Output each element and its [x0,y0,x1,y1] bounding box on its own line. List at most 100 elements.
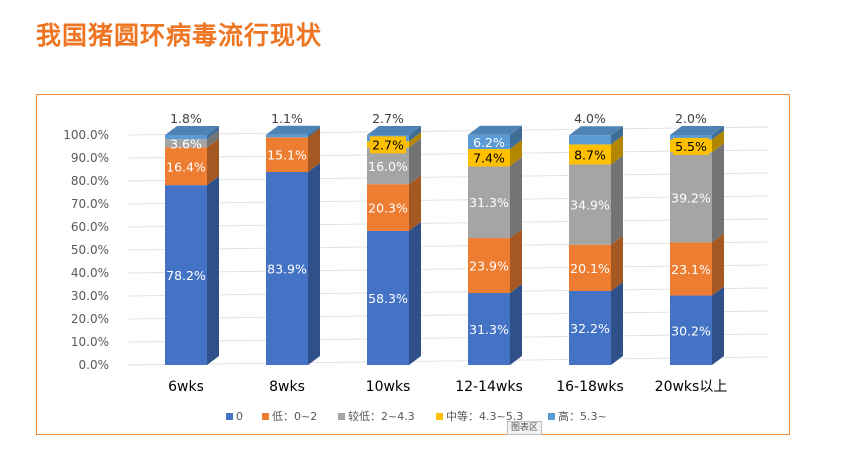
gridline [127,172,769,182]
gridline [127,333,769,343]
bar-side [510,229,522,294]
bar-side [510,284,522,365]
bar-top [670,126,724,135]
gridline [127,356,769,366]
bar-side [409,132,421,148]
data-label: 2.0% [675,111,707,126]
legend-label: 低：0~2 [272,410,317,423]
bar-side [611,126,623,145]
bar-side [510,140,522,167]
gridline [127,195,769,205]
chart-frame[interactable] [36,94,790,435]
gridline [127,241,769,251]
bar-segment [569,135,611,145]
bar-side [712,130,724,153]
bar-segment [670,135,712,140]
bar-segment [165,135,207,140]
bar-top [367,126,421,135]
data-label: 1.8% [170,111,202,126]
bar-segment [569,164,611,245]
bar-side [308,125,320,138]
bar-segment [569,290,611,365]
data-label-bg [572,146,608,164]
data-label-bg [673,137,709,155]
legend-label: 较低：2~4.3 [348,409,415,423]
bar-side [712,143,724,243]
bar-segment [468,166,510,239]
bar-side [712,286,724,365]
bar-side [510,157,522,239]
y-tick-label: 30.0% [71,289,109,303]
gridline [127,264,769,274]
gridline [127,218,769,228]
bar-side [308,128,320,173]
bar-side [712,233,724,296]
gridline [127,287,769,297]
bar-side [308,163,320,365]
bar-side [409,138,421,185]
data-label: 20.3% [368,201,408,216]
chart-area-label: 图表区 [507,421,543,435]
data-label: 4.0% [574,111,606,126]
legend-label: 高：5.3~ [558,409,607,423]
data-label: 5.5% [675,139,707,154]
x-tick-label: 8wks [269,379,305,395]
data-label: 6.2% [473,135,505,150]
bar-segment [367,147,409,185]
data-label: 23.1% [671,262,711,277]
bar-segment [266,134,308,138]
data-label: 32.2% [570,321,610,336]
x-tick-label: 6wks [168,379,204,395]
bar-side [409,221,421,365]
x-tick-label: 16-18wks [556,379,624,395]
bar-top [266,125,320,135]
bar-side [409,126,421,142]
y-tick-label: 10.0% [71,335,109,349]
bar-segment [165,147,207,186]
legend-swatch [338,413,345,420]
data-label: 31.3% [469,195,509,210]
bar-segment [367,184,409,231]
data-label: 78.2% [166,268,206,283]
bar-side [611,235,623,291]
bar-side [510,125,522,150]
legend-label: 中等：4.3~5.3 [446,409,523,423]
data-label: 1.1% [271,111,303,126]
x-tick-label: 10wks [366,379,411,395]
bar-side [207,130,219,148]
legend-label: 0 [236,410,243,423]
bar-segment [266,137,308,173]
data-label: 31.3% [469,322,509,337]
data-label: 83.9% [267,262,307,277]
x-tick-label: 20wks以上 [655,379,728,395]
legend-swatch [262,413,269,420]
bar-side [207,138,219,186]
data-label: 20.1% [570,261,610,276]
bar-side [409,175,421,231]
bar-segment [266,172,308,365]
bar-side [611,281,623,365]
y-tick-label: 20.0% [71,312,109,326]
data-label: 8.7% [574,147,606,162]
bar-segment [468,134,510,150]
bar-segment [670,152,712,243]
y-tick-label: 50.0% [71,243,109,257]
data-label: 15.1% [267,148,307,163]
bar-side [712,126,724,140]
y-tick-label: 60.0% [71,220,109,234]
bar-top [569,126,623,136]
bar-segment [367,230,409,365]
bar-side [207,176,219,365]
y-tick-label: 40.0% [71,266,109,280]
y-tick-label: 0.0% [79,358,110,372]
data-label: 16.4% [166,159,206,174]
data-label-bg [471,149,507,167]
legend-swatch [226,413,233,420]
data-label: 30.2% [671,323,711,338]
bar-segment [569,244,611,291]
bar-top [165,126,219,135]
legend-swatch [548,413,555,420]
data-label: 16.0% [368,159,408,174]
data-label: 2.7% [372,137,404,152]
